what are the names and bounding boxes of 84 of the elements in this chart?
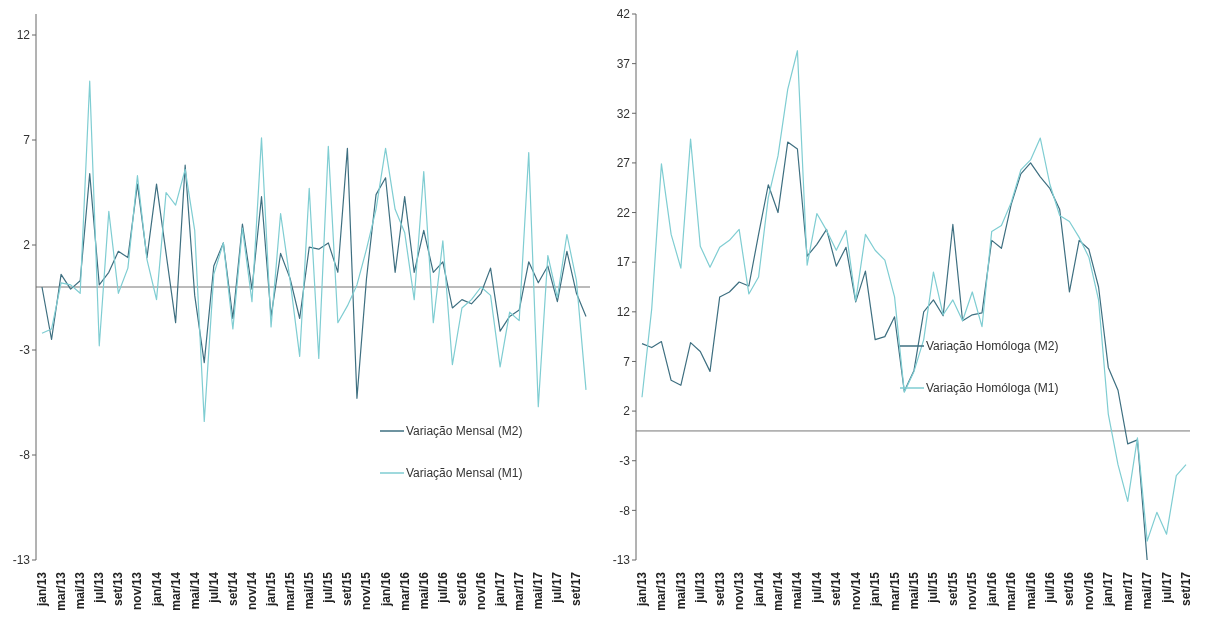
x-tick-label: mar/15 xyxy=(887,571,902,611)
x-tick-label: set/15 xyxy=(945,571,960,607)
x-tick-label: nov/16 xyxy=(474,571,489,611)
y-tick-label: 32 xyxy=(616,106,631,121)
x-tick-label: nov/15 xyxy=(965,571,980,611)
x-tick-label: jul/17 xyxy=(550,571,565,604)
x-tick-label: set/14 xyxy=(829,571,844,607)
x-tick-label: mai/13 xyxy=(673,571,688,610)
x-tick-label: jul/13 xyxy=(92,571,107,604)
x-tick-label: set/13 xyxy=(111,571,126,607)
x-tick-label: set/14 xyxy=(225,571,240,607)
legend-label: Variação Homóloga (M1) xyxy=(926,381,1059,395)
y-tick-label: 22 xyxy=(616,205,631,220)
y-tick-label: -8 xyxy=(19,448,31,463)
x-tick-label: mar/14 xyxy=(168,571,183,611)
x-tick-label: jul/16 xyxy=(1043,571,1057,604)
x-tick-label: jul/14 xyxy=(809,571,824,604)
x-tick-label: mai/15 xyxy=(302,571,317,610)
y-tick-label: 37 xyxy=(616,56,631,71)
y-tick-label: -8 xyxy=(619,503,631,518)
x-tick-label: mar/13 xyxy=(654,571,669,611)
y-tick-label: 2 xyxy=(23,238,31,253)
x-tick-label: mar/16 xyxy=(397,571,412,611)
x-tick-label: mar/17 xyxy=(1120,571,1135,611)
x-tick-label: mai/16 xyxy=(1023,571,1038,610)
y-tick-label: -3 xyxy=(19,343,31,358)
x-tick-label: jan/15 xyxy=(868,571,883,608)
y-tick-label: 12 xyxy=(616,305,631,320)
y-tick-label: 17 xyxy=(616,255,631,270)
y-tick-label: -13 xyxy=(612,553,631,568)
x-tick-label: jan/13 xyxy=(35,571,49,608)
y-tick-label: 12 xyxy=(16,28,31,43)
y-tick-label: 7 xyxy=(623,354,631,369)
x-tick-label: mai/13 xyxy=(73,571,88,610)
x-tick-label: mar/16 xyxy=(1004,571,1019,611)
x-tick-label: jan/14 xyxy=(751,571,766,608)
x-tick-label: nov/14 xyxy=(244,571,259,611)
x-tick-label: jul/15 xyxy=(926,571,941,604)
x-tick-label: jan/14 xyxy=(149,571,164,608)
y-tick-label: 7 xyxy=(23,133,31,148)
x-tick-label: mai/17 xyxy=(1140,571,1155,610)
x-tick-label: nov/14 xyxy=(848,571,863,611)
line-series xyxy=(41,147,587,399)
x-tick-label: jan/17 xyxy=(493,571,508,608)
x-tick-label: set/16 xyxy=(1062,571,1077,607)
y-tick-label: -13 xyxy=(12,553,31,568)
x-tick-label: jul/13 xyxy=(693,571,708,604)
x-tick-label: mar/15 xyxy=(283,571,298,611)
x-tick-label: jul/15 xyxy=(321,571,336,604)
x-tick-label: nov/16 xyxy=(1081,571,1096,611)
x-tick-label: jan/17 xyxy=(1101,571,1116,608)
x-tick-label: jan/15 xyxy=(264,571,279,608)
x-tick-label: set/15 xyxy=(340,571,355,607)
x-tick-label: jul/16 xyxy=(435,571,450,604)
y-tick-label: -3 xyxy=(619,453,631,468)
line-series xyxy=(641,141,1148,560)
line-series xyxy=(641,50,1187,542)
x-tick-label: set/17 xyxy=(1179,571,1193,607)
x-tick-label: jul/14 xyxy=(206,571,221,604)
legend-label: Variação Mensal (M1) xyxy=(406,466,523,480)
x-tick-label: nov/13 xyxy=(130,571,145,611)
y-tick-label: 27 xyxy=(616,156,631,171)
line-series xyxy=(41,80,587,422)
x-tick-label: jan/16 xyxy=(984,571,999,608)
x-tick-label: mai/17 xyxy=(531,571,546,610)
x-tick-label: mar/14 xyxy=(771,571,785,611)
y-tick-label: 42 xyxy=(616,7,631,22)
x-tick-label: mai/15 xyxy=(907,571,921,610)
y-tick-label: 2 xyxy=(623,404,631,419)
x-tick-label: mar/13 xyxy=(54,571,69,611)
x-tick-label: mai/14 xyxy=(790,571,805,610)
x-tick-label: mai/14 xyxy=(187,571,202,610)
x-tick-label: jul/17 xyxy=(1159,571,1174,604)
x-tick-label: nov/15 xyxy=(359,571,374,611)
x-tick-label: set/13 xyxy=(712,571,727,607)
x-tick-label: mai/16 xyxy=(416,571,431,610)
legend-label: Variação Homóloga (M2) xyxy=(926,339,1059,353)
x-tick-label: set/16 xyxy=(454,571,469,607)
x-tick-label: jan/16 xyxy=(378,571,393,608)
legend-label: Variação Mensal (M2) xyxy=(406,424,523,438)
x-tick-label: set/17 xyxy=(569,571,584,607)
x-tick-label: jan/13 xyxy=(635,571,649,608)
x-tick-label: mar/17 xyxy=(512,571,527,611)
x-tick-label: nov/13 xyxy=(732,571,747,611)
